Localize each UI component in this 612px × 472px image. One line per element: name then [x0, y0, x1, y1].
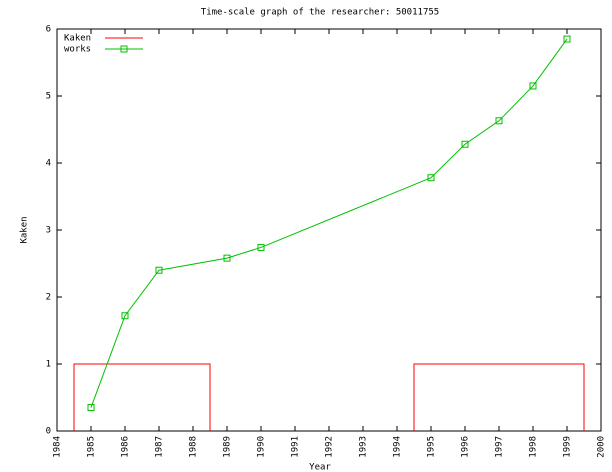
x-tick-label: 2000	[597, 436, 607, 458]
works-point	[87, 404, 95, 412]
x-tick-label: 1995	[427, 436, 437, 458]
kaken-box	[550, 363, 585, 431]
works-point	[563, 35, 571, 43]
x-tick-label: 1990	[257, 436, 267, 458]
legend-marker	[120, 45, 128, 53]
legend-label: works	[64, 45, 91, 55]
x-tick-label: 1988	[189, 436, 199, 458]
works-point	[155, 266, 163, 274]
y-tick-label: 0	[46, 427, 51, 437]
x-tick-label: 1997	[495, 436, 505, 458]
kaken-box	[413, 363, 448, 431]
works-point	[223, 254, 231, 262]
x-tick-label: 1996	[461, 436, 471, 458]
y-axis-label: Kaken	[20, 216, 30, 243]
works-point	[257, 243, 265, 251]
x-tick-label: 1999	[563, 436, 573, 458]
kaken-box	[73, 363, 108, 431]
x-tick-label: 1992	[325, 436, 335, 458]
x-tick-label: 1993	[359, 436, 369, 458]
legend-label: Kaken	[64, 34, 91, 44]
x-tick-label: 1985	[87, 436, 97, 458]
x-tick-label: 1984	[53, 436, 63, 458]
x-tick-label: 1998	[529, 436, 539, 458]
y-tick-label: 4	[46, 159, 51, 169]
y-tick-label: 2	[46, 293, 51, 303]
works-point	[121, 312, 129, 320]
x-tick-label: 1987	[155, 436, 165, 458]
x-tick-label: 1989	[223, 436, 233, 458]
y-tick-label: 1	[46, 360, 51, 370]
works-line	[90, 38, 568, 408]
works-point	[461, 140, 469, 148]
x-tick-label: 1991	[291, 436, 301, 458]
kaken-box	[176, 363, 211, 431]
works-point	[529, 82, 537, 90]
x-axis-label: Year	[309, 463, 331, 472]
y-tick-label: 3	[46, 226, 51, 236]
y-tick-label: 6	[46, 25, 51, 35]
y-tick-label: 5	[46, 92, 51, 102]
works-point	[495, 117, 503, 125]
works-point	[427, 174, 435, 182]
plot-border	[56, 28, 602, 432]
x-tick-label: 1994	[393, 436, 403, 458]
x-tick-label: 1986	[121, 436, 131, 458]
chart-title: Time-scale graph of the researcher: 5001…	[201, 8, 439, 18]
